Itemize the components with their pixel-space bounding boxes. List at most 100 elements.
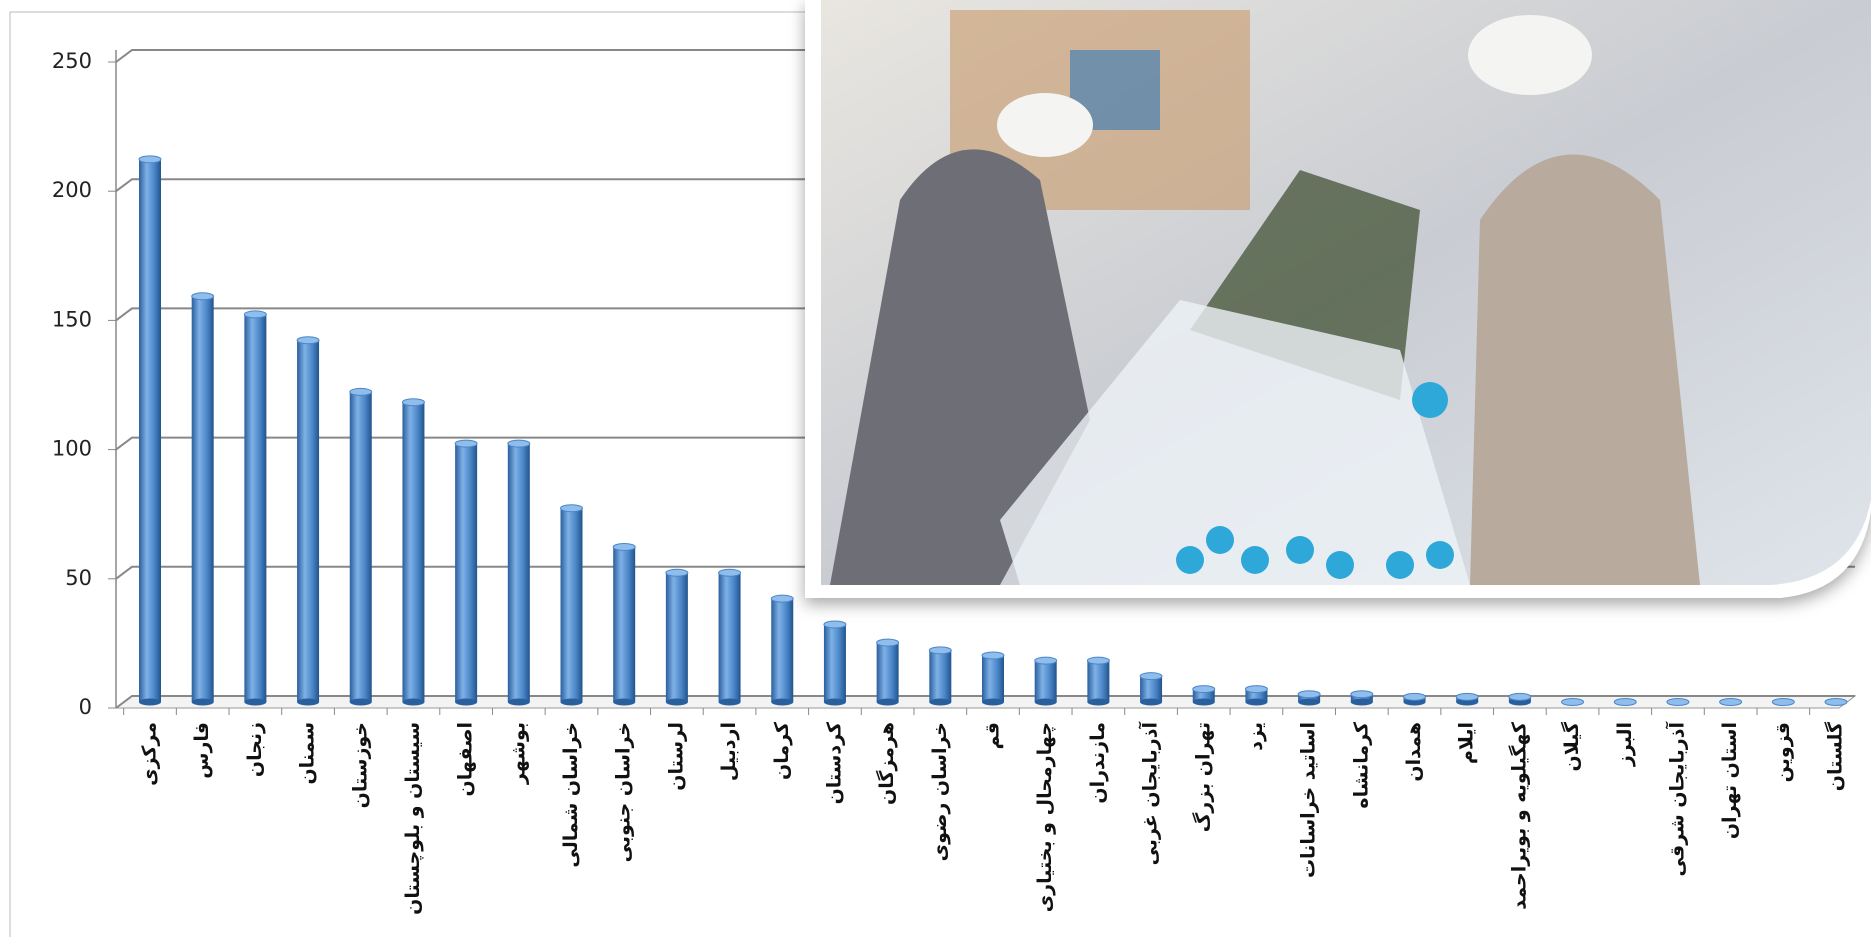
x-tick-label: قم (982, 722, 1004, 749)
grid-line (115, 695, 1855, 709)
bar-cap (981, 651, 1005, 660)
bar-base (1034, 698, 1057, 706)
x-tick-label: سمنان (297, 722, 319, 785)
x-tick-label: چهارمحال و بختیاری (1034, 722, 1056, 912)
bar-base (560, 698, 583, 706)
bar (1087, 660, 1110, 702)
bar-cap (1297, 690, 1321, 699)
bar-cap (1244, 685, 1268, 694)
bar-cap (1666, 698, 1690, 706)
bar (244, 314, 267, 702)
bar (771, 598, 794, 702)
bar-base (1140, 698, 1163, 706)
photo-person (1470, 154, 1700, 585)
y-tick-label: 200 (52, 178, 92, 202)
bar-cap (1771, 698, 1795, 706)
bar-cap (454, 439, 478, 448)
bar-cap (138, 155, 162, 164)
bar (982, 655, 1004, 702)
bar (455, 443, 478, 702)
bar-cap (1613, 698, 1637, 706)
bar-base (613, 698, 636, 706)
x-tick-label: لرستان (665, 722, 687, 791)
bar-base (1245, 698, 1268, 706)
x-tick-label: خراسان جنوبی (613, 722, 635, 862)
bar-cap (1086, 656, 1110, 665)
photo-person (830, 149, 1090, 585)
y-tick-label: 50 (65, 566, 92, 590)
y-tick-label: 150 (52, 307, 92, 331)
bar-base (402, 698, 425, 706)
x-tick-label: کرمان (771, 721, 793, 780)
x-tick-label: استان تهران (1719, 722, 1741, 839)
bar (297, 340, 320, 702)
x-tick-label: اردبیل (718, 722, 740, 781)
bar-cap (1561, 698, 1585, 706)
x-tick-label: بوشهر (507, 722, 529, 785)
bar-cap (612, 542, 636, 551)
bar-cap (718, 568, 742, 577)
x-tick-label: ایلام (1456, 722, 1478, 764)
bar (507, 443, 530, 702)
bar-cap (876, 638, 900, 647)
bar-cap (191, 292, 215, 301)
x-tick-label: فارس (191, 722, 213, 779)
y-tick-label: 100 (52, 437, 92, 461)
x-tick-label: سیستان و بلوچستان (402, 722, 424, 915)
x-tick-label: خراسان رضوی (929, 722, 951, 861)
bar (349, 391, 372, 702)
x-tick-label: قزوین (1772, 722, 1794, 782)
bar-base (349, 698, 372, 706)
bar-base (507, 698, 530, 706)
bar (191, 296, 214, 702)
bar-base (1298, 698, 1321, 706)
x-tick-label: گیلان (1560, 721, 1583, 771)
bar-base (982, 698, 1004, 706)
x-tick-label: خراسان شمالی (560, 722, 582, 868)
x-tick-label: زنجان (244, 722, 266, 777)
bar-cap (507, 439, 531, 448)
y-tick-label: 0 (79, 695, 92, 719)
photo-turban (997, 93, 1093, 157)
x-tick-label: اصفهان (455, 722, 477, 796)
bar-cap (560, 504, 583, 513)
y-tick-label: 250 (52, 49, 92, 73)
bar-cap (665, 568, 689, 577)
bar-cap (1824, 698, 1848, 706)
x-tick-label: یزد (1245, 722, 1267, 751)
bar-base (665, 698, 688, 706)
plot: 0 50 100 150 200 250 مرکزی فارس زنجان سمنان خوزستا… (52, 49, 1857, 915)
bar-base (929, 698, 952, 706)
bar-cap (1192, 685, 1216, 694)
x-tick-label: مرکزی (139, 722, 161, 786)
bar-cap (1034, 656, 1058, 665)
x-tick-label: آذربایجان شرقی (1664, 722, 1688, 877)
bar-cap (1350, 690, 1374, 699)
bar (1140, 676, 1163, 702)
bar-cap (770, 594, 794, 603)
bar (665, 572, 688, 702)
bar-base (1087, 698, 1110, 706)
bar-cap (401, 398, 425, 407)
bar-cap (823, 620, 847, 629)
bar (1034, 660, 1057, 702)
bar-base (823, 698, 846, 706)
bar-base (1350, 698, 1373, 706)
x-tick-label: کردستان (823, 721, 845, 804)
photo-table (1000, 300, 1470, 585)
x-tick-label: همدان (1403, 722, 1425, 782)
bar (718, 572, 741, 702)
bar-base (771, 698, 794, 706)
photo-bottles (1176, 382, 1454, 579)
bar-cap (349, 387, 373, 396)
bar (823, 624, 846, 702)
photo-turban (1468, 15, 1592, 95)
bar (402, 402, 425, 702)
bar-cap (1719, 698, 1743, 706)
bar-cap (1139, 672, 1163, 681)
bar-base (139, 698, 161, 706)
bar-cap (1508, 692, 1532, 701)
x-tick-label: کرمانشاه (1350, 721, 1372, 809)
x-tick-label: البرز (1614, 722, 1636, 767)
bar (929, 650, 952, 702)
